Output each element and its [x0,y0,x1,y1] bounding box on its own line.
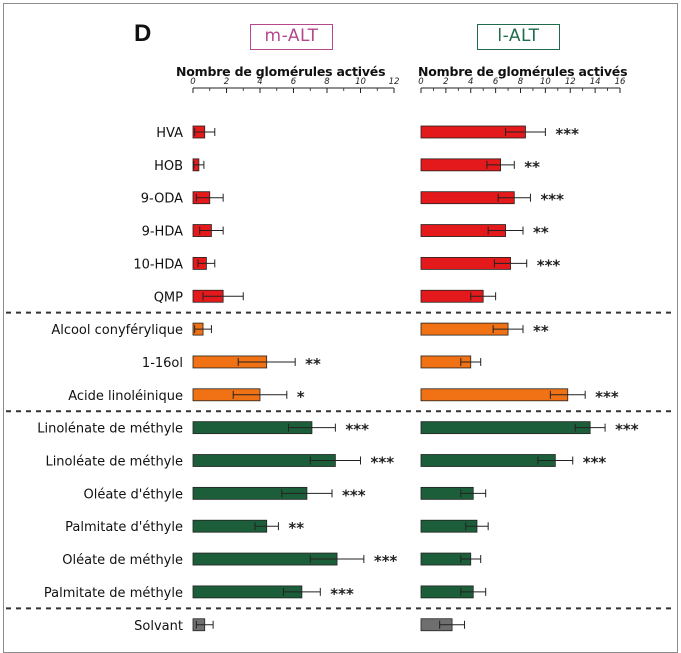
significance-mark: * [297,388,305,406]
significance-mark: *** [342,486,366,504]
category-label: Oléate d'éthyle [84,487,184,502]
category-label: Linoléate de méthyle [45,455,183,470]
bar [420,421,591,435]
x-tick-label: 6 [291,77,297,87]
significance-mark: *** [537,256,561,274]
significance-mark: ** [305,355,321,373]
x-tick-label: 4 [468,77,473,87]
x-axis-title-left: Nombre de glomérules activés [176,64,386,79]
x-tick-label: 8 [518,77,524,87]
x-tick-label: 4 [257,77,262,87]
bar [420,454,556,467]
category-label: Alcool conyférylique [51,323,183,338]
x-tick-label: 2 [224,77,229,87]
significance-mark: *** [595,388,619,406]
x-tick-label: 16 [615,77,626,87]
significance-mark: *** [345,421,369,439]
x-axis-title-right: Nombre de glomérules activés [418,64,628,79]
category-label: HVA [156,126,183,141]
significance-mark: *** [330,585,354,603]
significance-mark: ** [533,322,549,340]
category-label: Palmitate de méthyle [44,586,183,601]
significance-mark: *** [583,454,607,472]
x-tick-label: 6 [493,77,499,87]
panel-letter: D [134,20,152,47]
category-label: HOB [154,159,183,174]
x-tick-label: 10 [355,77,366,87]
x-tick-label: 10 [540,77,551,87]
significance-mark: ** [288,519,304,537]
category-label: 1-16ol [142,356,183,371]
x-tick-label: 8 [324,77,330,87]
significance-mark: *** [540,191,564,209]
category-label: Oléate de méthyle [62,553,183,568]
significance-mark: *** [374,552,398,570]
category-label: Linolénate de méthyle [37,422,183,437]
x-tick-label: 0 [418,77,423,87]
significance-mark: *** [371,454,395,472]
category-label: Palmitate d'éthyle [65,520,183,535]
category-label: 10-HDA [133,257,183,272]
x-tick-label: 0 [190,77,195,87]
category-label: Solvant [134,619,183,634]
x-tick-label: 14 [590,77,601,87]
category-label: QMP [154,290,183,305]
x-tick-label: 2 [443,77,448,87]
x-tick-label: 12 [389,77,400,87]
x-tick-label: 12 [565,77,576,87]
significance-mark: *** [615,421,639,439]
significance-mark: ** [533,224,549,242]
category-label: Acide linoléinique [68,389,183,404]
legend-l-alt: l-ALT [477,24,560,50]
bar [420,388,569,402]
significance-mark: ** [524,158,540,176]
legend-m-alt: m-ALT [250,24,333,50]
category-label: 9-HDA [142,225,184,240]
category-label: 9-ODA [141,192,183,207]
significance-mark: *** [555,125,579,143]
